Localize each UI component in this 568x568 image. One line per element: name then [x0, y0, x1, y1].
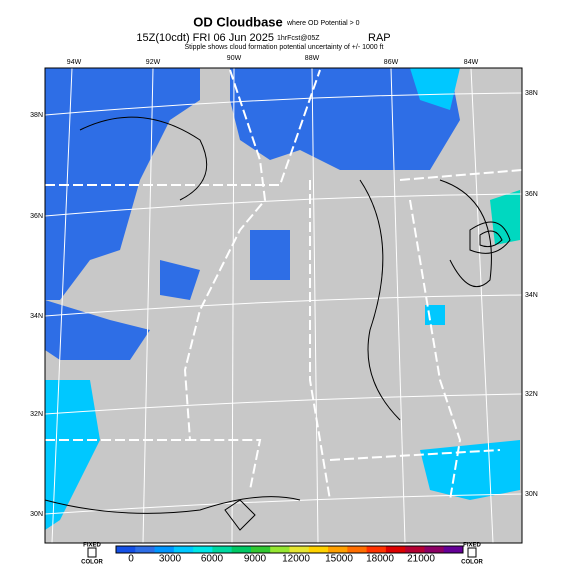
colorbar-swatch — [116, 546, 136, 553]
colorbar-swatch — [424, 546, 445, 553]
fixed-label: FIXED — [463, 543, 481, 549]
lat-label: 36N — [525, 191, 538, 198]
lat-label: 38N — [30, 112, 43, 119]
lat-label: 34N — [30, 313, 43, 320]
lat-label: 30N — [30, 511, 43, 518]
cloud-area-green — [490, 190, 520, 245]
lat-label: 30N — [525, 491, 538, 498]
colorbar-swatch — [308, 546, 329, 553]
colorbar-swatch — [250, 546, 271, 553]
forecast: 1hrFcst@05Z — [277, 35, 320, 42]
fixed-label: COLOR — [461, 560, 483, 566]
contours — [44, 116, 511, 531]
colorbar-label: 21000 — [407, 554, 435, 565]
lat-label: 34N — [525, 292, 538, 299]
colorbar-swatch — [385, 546, 406, 553]
colorbar-swatch — [366, 546, 387, 553]
state-borders — [45, 69, 523, 501]
colorbar-label: 12000 — [282, 554, 310, 565]
map — [44, 67, 523, 544]
map-frame — [44, 67, 523, 544]
fixed-label: COLOR — [81, 560, 103, 566]
colorbar-swatch — [347, 546, 368, 553]
lat-label: 36N — [30, 213, 43, 220]
lon-label: 88W — [305, 55, 320, 62]
graticule — [44, 67, 523, 544]
lat-label: 32N — [30, 411, 43, 418]
note: Stipple shows cloud formation potential … — [184, 44, 383, 51]
colorbar-swatch — [405, 546, 425, 553]
lon-label: 92W — [146, 59, 161, 66]
colorbar-swatch — [231, 546, 252, 553]
lat-label: 38N — [525, 90, 538, 97]
title: OD Cloudbase — [193, 14, 283, 29]
colorbar-label: 15000 — [325, 554, 353, 565]
lon-label: 84W — [464, 59, 479, 66]
colorbar-label: 6000 — [201, 554, 224, 565]
colorbar-label: 3000 — [159, 554, 182, 565]
model: RAP — [368, 32, 391, 44]
colorbar-frame — [115, 545, 464, 554]
fixed-label: FIXED — [83, 543, 101, 549]
colorbar-label: 9000 — [244, 554, 267, 565]
fixed-box — [87, 547, 97, 558]
valid-time: 15Z(10cdt) FRI 06 Jun 2025 — [136, 32, 274, 44]
colorbar-swatch — [193, 546, 213, 553]
colorbar-swatch — [154, 546, 175, 553]
colorbar-swatch — [212, 546, 233, 553]
colorbar: 0 3000 6000 9000 12000 15000 18000 21000 FIXED CO… — [81, 543, 483, 566]
colorbar-swatch — [173, 546, 194, 553]
fixed-box — [467, 547, 477, 558]
colorbar-label: 18000 — [366, 554, 394, 565]
colorbar-swatch — [328, 546, 348, 553]
colorbar-swatch — [289, 546, 310, 553]
lat-label: 32N — [525, 391, 538, 398]
lon-label: 94W — [67, 59, 82, 66]
colorbar-label: 0 — [128, 554, 134, 565]
colorbar-swatch — [443, 546, 464, 553]
lon-label: 86W — [384, 59, 399, 66]
colorbar-swatch — [270, 546, 290, 553]
colorbar-swatch — [135, 546, 156, 553]
cloud-area-high — [45, 68, 520, 530]
lon-label: 90W — [227, 55, 242, 62]
title-note: where OD Potential > 0 — [286, 20, 360, 27]
